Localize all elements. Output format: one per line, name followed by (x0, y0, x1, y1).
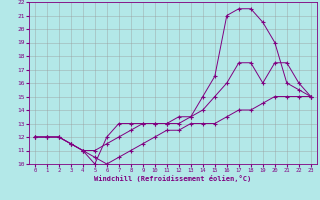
X-axis label: Windchill (Refroidissement éolien,°C): Windchill (Refroidissement éolien,°C) (94, 175, 252, 182)
